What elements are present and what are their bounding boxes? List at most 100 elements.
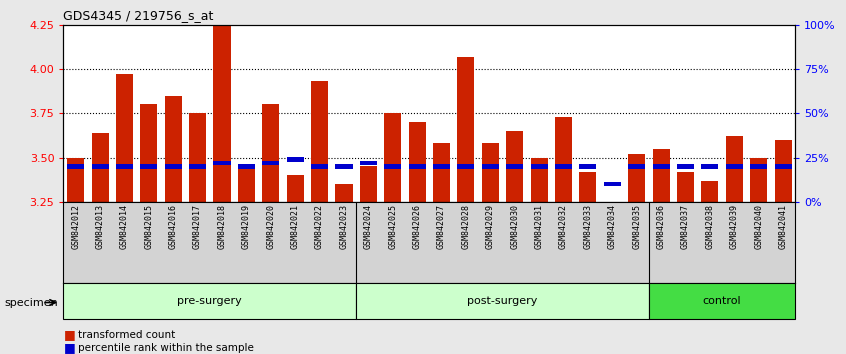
Text: GSM842015: GSM842015 [145,204,153,249]
Bar [384,113,401,202]
Text: GSM842020: GSM842020 [266,204,275,249]
Bar [677,164,694,169]
Bar [189,164,206,169]
Text: GSM842041: GSM842041 [778,204,788,249]
Text: GSM842028: GSM842028 [461,204,470,249]
Text: GSM842031: GSM842031 [535,204,544,249]
Text: GSM842012: GSM842012 [71,204,80,249]
Bar [409,122,426,202]
Text: post-surgery: post-surgery [467,296,538,306]
Bar [335,164,353,169]
Bar [506,131,524,202]
Bar [628,154,645,202]
Bar [360,161,377,165]
Bar [701,164,718,169]
Bar [701,181,718,202]
Bar [63,283,356,319]
Bar [356,283,649,319]
Bar [726,164,743,169]
Bar [287,175,304,202]
Bar [287,157,304,161]
Bar [677,172,694,202]
Bar [555,117,572,202]
Bar [580,172,596,202]
Bar [580,164,596,169]
Text: control: control [703,296,741,306]
Text: GSM842040: GSM842040 [754,204,763,249]
Text: ■: ■ [63,341,75,354]
Text: transformed count: transformed count [78,330,175,339]
Bar [726,136,743,202]
Bar [774,164,792,169]
Text: GSM842019: GSM842019 [242,204,251,249]
Bar [140,104,157,202]
Text: GSM842029: GSM842029 [486,204,495,249]
Bar [649,283,795,319]
Bar [652,149,670,202]
Text: GSM842038: GSM842038 [706,204,714,249]
Bar [506,164,524,169]
Text: GSM842018: GSM842018 [217,204,227,249]
Text: GSM842039: GSM842039 [730,204,739,249]
Bar [91,133,108,202]
Bar [481,164,499,169]
Text: GSM842027: GSM842027 [437,204,446,249]
Bar [262,104,279,202]
Text: ■: ■ [63,328,75,341]
Text: GSM842033: GSM842033 [584,204,592,249]
Text: GSM842017: GSM842017 [193,204,202,249]
Bar [140,164,157,169]
Bar [384,164,401,169]
Bar [67,164,85,169]
Bar [750,164,767,169]
Text: GSM842021: GSM842021 [291,204,299,249]
Text: GSM842013: GSM842013 [96,204,105,249]
Bar [116,74,133,202]
Bar [238,166,255,202]
Text: GSM842014: GSM842014 [120,204,129,249]
Bar [262,161,279,165]
Bar [165,96,182,202]
Bar [652,164,670,169]
Bar [213,25,231,202]
Bar [409,164,426,169]
Text: pre-surgery: pre-surgery [178,296,242,306]
Text: GSM842022: GSM842022 [315,204,324,249]
Bar [481,143,499,202]
Text: GSM842023: GSM842023 [339,204,349,249]
Text: GSM842026: GSM842026 [413,204,421,249]
Text: percentile rank within the sample: percentile rank within the sample [78,343,254,353]
Bar [311,164,328,169]
Bar [116,164,133,169]
Text: GSM842030: GSM842030 [510,204,519,249]
Bar [555,164,572,169]
Text: GSM842016: GSM842016 [168,204,178,249]
Bar [604,182,621,186]
Bar [238,164,255,169]
Text: GSM842024: GSM842024 [364,204,373,249]
Bar [433,143,450,202]
Text: specimen: specimen [4,298,58,308]
Bar [335,184,353,202]
Bar [750,158,767,202]
Bar [91,164,108,169]
Bar [628,164,645,169]
Bar [311,81,328,202]
Text: GSM842036: GSM842036 [656,204,666,249]
Bar [530,158,547,202]
Text: GSM842035: GSM842035 [632,204,641,249]
Bar [774,140,792,202]
Bar [213,161,231,165]
Text: GSM842037: GSM842037 [681,204,690,249]
Text: GSM842034: GSM842034 [607,204,617,249]
Bar [189,113,206,202]
Bar [530,164,547,169]
Text: GSM842025: GSM842025 [388,204,398,249]
Bar [67,158,85,202]
Bar [360,166,377,202]
Bar [458,164,475,169]
Bar [165,164,182,169]
Bar [433,164,450,169]
Text: GSM842032: GSM842032 [559,204,568,249]
Text: GDS4345 / 219756_s_at: GDS4345 / 219756_s_at [63,9,214,22]
